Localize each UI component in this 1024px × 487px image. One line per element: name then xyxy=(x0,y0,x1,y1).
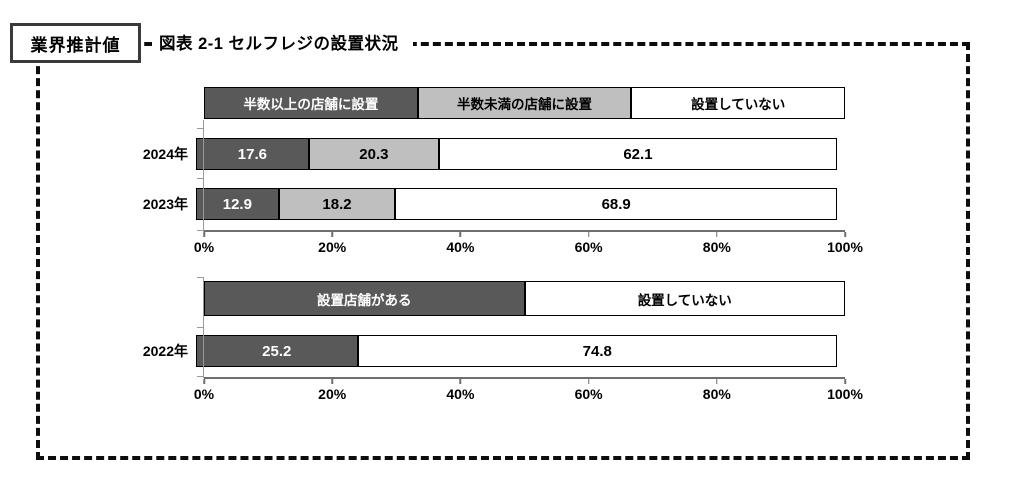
axis-tick xyxy=(716,232,718,237)
stacked-bar: 12.9 18.2 68.9 xyxy=(196,188,837,220)
axis-tick-label: 100% xyxy=(827,239,863,255)
industry-estimate-label: 業界推計値 xyxy=(10,23,141,63)
legend-item: 設置店舗がある xyxy=(204,281,525,316)
axis-tick xyxy=(459,232,462,237)
axis-tick xyxy=(716,379,718,384)
axis-tick-label: 80% xyxy=(702,239,731,255)
chart-2023-2024: 半数以上の店舗に設置 半数未満の店舗に設置 設置していない 2024年 17.6 20.… xyxy=(0,87,1024,256)
legend-item: 設置していない xyxy=(524,281,845,316)
axis-tick xyxy=(331,232,333,237)
bars: 2024年 17.6 20.3 62.1 2023年 12.9 18.2 68.9 xyxy=(0,138,1024,220)
axis-tick xyxy=(203,379,205,384)
bar-segment: 20.3 xyxy=(308,138,439,170)
figure-dashed-frame xyxy=(36,42,970,460)
axis-tick xyxy=(844,232,846,237)
axis-tick-label: 100% xyxy=(827,386,863,402)
legend-item: 半数未満の店舗に設置 xyxy=(417,87,632,119)
stacked-bar: 17.6 20.3 62.1 xyxy=(196,138,837,170)
x-axis: 0% 20% 40% 60% 80% 100% xyxy=(194,377,863,403)
axis-tick-label: 60% xyxy=(574,386,603,402)
legend-item: 設置していない xyxy=(631,87,846,119)
bar-segment: 17.6 xyxy=(196,138,309,170)
bar-row: 2023年 12.9 18.2 68.9 xyxy=(0,188,1024,220)
axis-tick-label: 80% xyxy=(702,386,731,402)
industry-estimate-text: 業界推計値 xyxy=(30,35,121,55)
axis-tick xyxy=(203,232,205,237)
category-label: 2024年 xyxy=(142,146,188,162)
legend-row: 設置店舗がある 設置していない xyxy=(204,281,845,316)
axis-tick-label: 20% xyxy=(318,239,347,255)
x-axis: 0% 20% 40% 60% 80% 100% xyxy=(194,230,863,256)
category-axis-tick xyxy=(197,327,204,328)
axis-tick xyxy=(459,379,462,384)
axis-tick-label: 40% xyxy=(446,386,475,402)
category-axis-tick xyxy=(197,178,204,179)
bar-segment: 62.1 xyxy=(438,138,837,170)
figure-title: 図表 2-1 セルフレジの設置状況 xyxy=(152,28,413,56)
category-axis-tick xyxy=(197,376,204,377)
category-axis-tick xyxy=(197,128,204,129)
axis-tick xyxy=(331,379,333,384)
category-axis-line xyxy=(203,120,204,232)
axis-tick xyxy=(587,379,590,384)
bar-segment: 12.9 xyxy=(196,188,279,220)
bar-segment: 25.2 xyxy=(196,335,358,367)
axis-tick xyxy=(587,232,590,237)
category-label: 2023年 xyxy=(142,196,188,212)
bar-row: 2022年 25.2 74.8 xyxy=(0,335,1024,367)
axis-tick-label: 40% xyxy=(446,239,475,255)
axis-tick xyxy=(844,379,846,384)
category-axis-tick xyxy=(197,277,204,278)
axis-tick-label: 0% xyxy=(193,239,215,255)
category-axis-tick xyxy=(197,230,204,231)
bar-segment: 74.8 xyxy=(357,335,837,367)
stacked-bar: 25.2 74.8 xyxy=(196,335,837,367)
legend-row: 半数以上の店舗に設置 半数未満の店舗に設置 設置していない xyxy=(204,87,846,119)
bar-row: 2024年 17.6 20.3 62.1 xyxy=(0,138,1024,170)
bar-segment: 18.2 xyxy=(278,188,396,220)
axis-tick-label: 60% xyxy=(574,239,603,255)
axis-tick-label: 20% xyxy=(318,386,347,402)
category-label: 2022年 xyxy=(142,343,188,359)
axis-tick-label: 0% xyxy=(193,386,215,402)
bar-segment: 68.9 xyxy=(395,188,837,220)
bars: 2022年 25.2 74.8 xyxy=(0,335,1024,367)
chart-2022: 設置店舗がある 設置していない 2022年 25.2 74.8 0% 20% 40% 60%… xyxy=(0,277,1024,403)
legend-item: 半数以上の店舗に設置 xyxy=(204,87,418,119)
